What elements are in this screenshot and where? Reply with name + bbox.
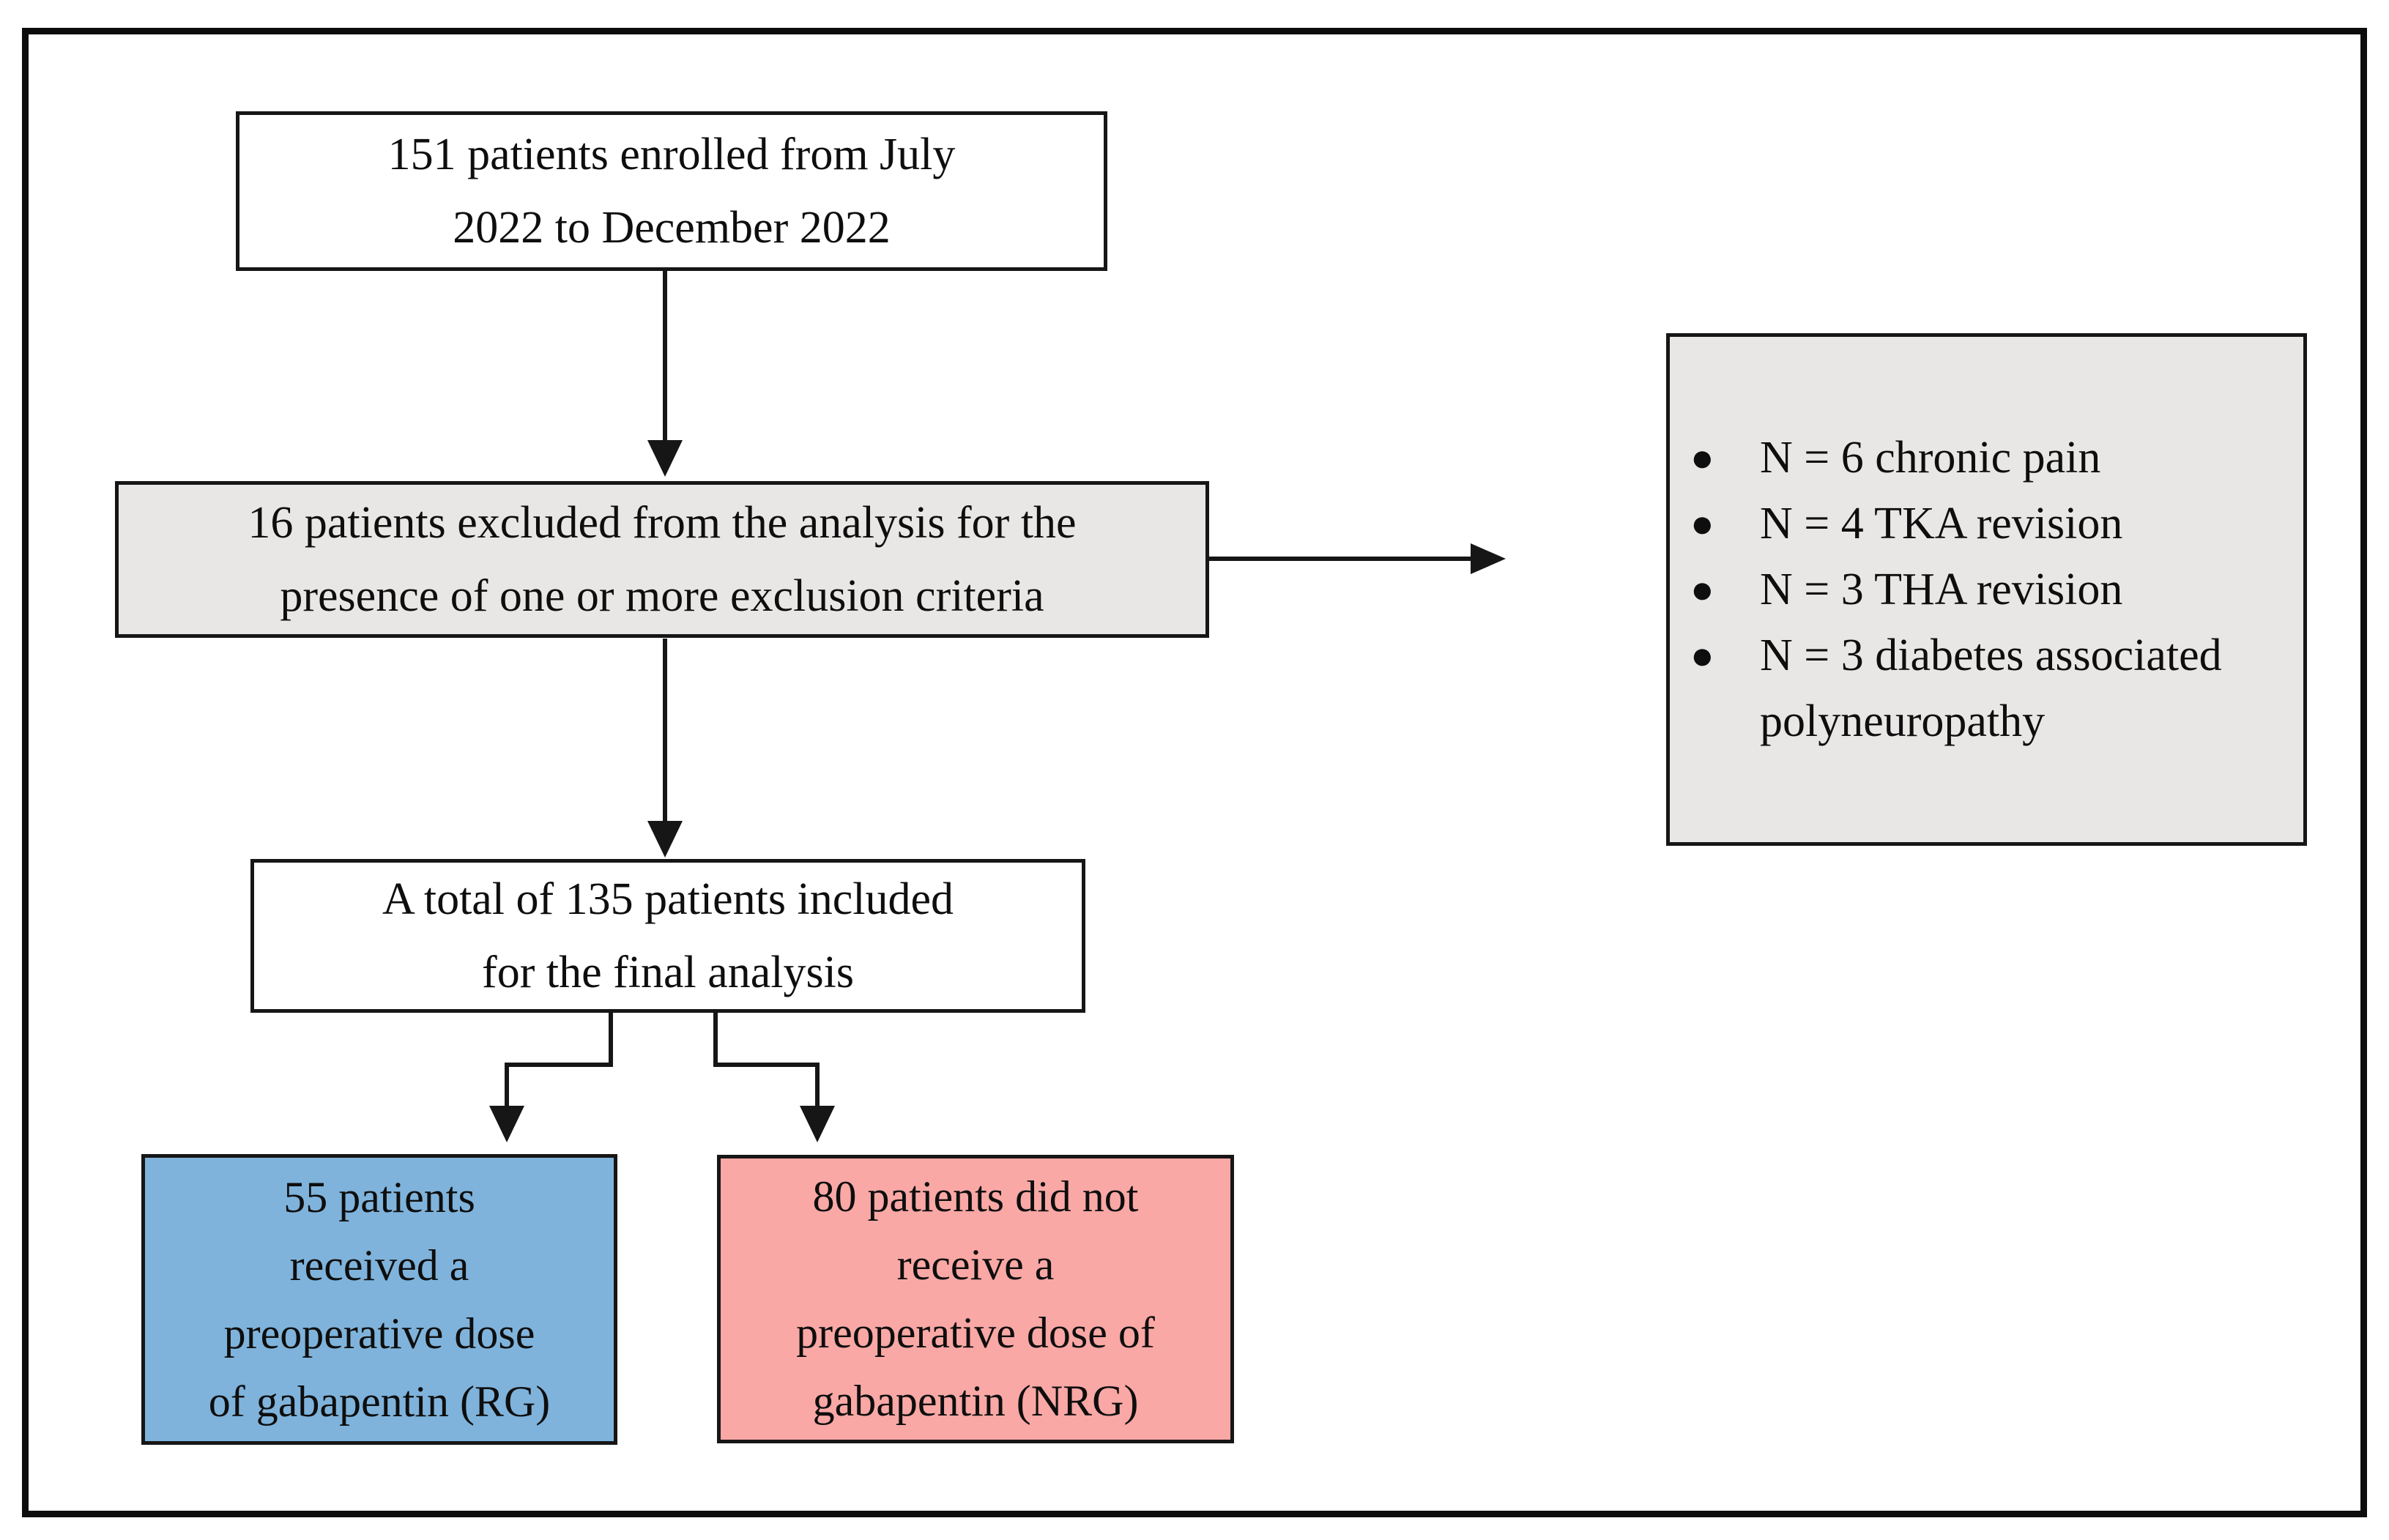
branch-left-elbow-line	[505, 1063, 613, 1067]
box-rg-line-3: preoperative dose	[223, 1309, 535, 1358]
arrow-enrolled-to-excluded-line	[663, 271, 667, 442]
arrow-included-to-rg-line	[505, 1063, 509, 1108]
exclusion-reason-text: N = 3 diabetes associated polyneuropathy	[1760, 630, 2222, 746]
box-rg-line-4: of gabapentin (RG)	[208, 1377, 551, 1426]
box-rg-line-2: received a	[289, 1240, 469, 1290]
box-enrolled: 151 patients enrolled from July 2022 to …	[236, 111, 1107, 271]
arrow-enrolled-to-excluded-head-icon	[647, 440, 683, 477]
box-included-line-2: for the final analysis	[482, 948, 854, 997]
box-rg-line-1: 55 patients	[283, 1172, 475, 1221]
arrow-included-to-nrg-line	[815, 1063, 820, 1108]
branch-right-elbow-line	[713, 1063, 820, 1067]
bullet-icon: ●	[1690, 568, 1714, 611]
exclusion-reason-item: ● N = 3 diabetes associated polyneuropat…	[1690, 622, 2281, 754]
box-excluded: 16 patients excluded from the analysis f…	[115, 481, 1209, 638]
box-excluded-line-2: presence of one or more exclusion criter…	[280, 571, 1044, 621]
box-rg-group: 55 patients received a preoperative dose…	[141, 1154, 617, 1445]
arrow-excluded-to-reasons-head-icon	[1471, 543, 1506, 574]
exclusion-reason-item: ● N = 4 TKA revision	[1690, 491, 2281, 557]
arrow-excluded-to-included-head-icon	[647, 821, 683, 858]
exclusion-reason-text: N = 4 TKA revision	[1760, 499, 2123, 548]
bullet-icon: ●	[1690, 633, 1714, 677]
box-nrg-line-3: preoperative dose of	[796, 1309, 1155, 1357]
exclusion-reason-text: N = 3 THA revision	[1760, 565, 2123, 614]
box-nrg-line-1: 80 patients did not	[812, 1172, 1139, 1221]
box-excluded-line-1: 16 patients excluded from the analysis f…	[248, 498, 1077, 548]
box-nrg-line-4: gabapentin (NRG)	[812, 1377, 1139, 1425]
exclusion-reason-item: ● N = 6 chronic pain	[1690, 425, 2281, 491]
box-included: A total of 135 patients included for the…	[250, 859, 1085, 1013]
exclusion-reason-text: N = 6 chronic pain	[1760, 433, 2101, 483]
arrow-excluded-to-included-line	[663, 639, 667, 823]
arrow-included-to-rg-head-icon	[489, 1106, 524, 1142]
arrow-included-to-nrg-head-icon	[800, 1106, 835, 1142]
exclusion-reason-item: ● N = 3 THA revision	[1690, 557, 2281, 622]
box-exclusion-reasons: ● N = 6 chronic pain ● N = 4 TKA revisio…	[1666, 333, 2307, 846]
box-nrg-line-2: receive a	[896, 1240, 1055, 1289]
bullet-icon: ●	[1690, 436, 1714, 480]
box-nrg-group: 80 patients did not receive a preoperati…	[717, 1155, 1234, 1443]
box-included-line-1: A total of 135 patients included	[382, 874, 954, 924]
arrow-excluded-to-reasons-line	[1209, 557, 1473, 561]
branch-right-stub-line	[713, 1013, 718, 1067]
box-enrolled-line-1: 151 patients enrolled from July	[387, 130, 956, 179]
figure-border-frame	[22, 28, 2367, 1517]
box-enrolled-line-2: 2022 to December 2022	[453, 203, 891, 253]
branch-left-stub-line	[609, 1013, 613, 1067]
bullet-icon: ●	[1690, 502, 1714, 546]
